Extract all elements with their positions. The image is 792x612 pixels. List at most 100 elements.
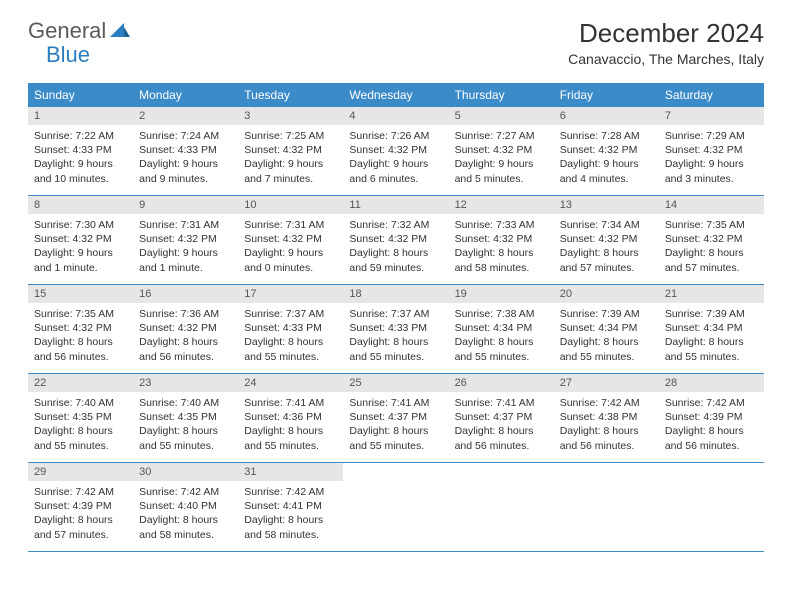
day-content: Sunrise: 7:35 AMSunset: 4:32 PMDaylight:… <box>659 214 764 281</box>
day-header-tuesday: Tuesday <box>238 83 343 107</box>
day-number: 31 <box>238 463 343 481</box>
daylight-text: Daylight: 8 hours and 55 minutes. <box>244 424 337 452</box>
sunset-text: Sunset: 4:32 PM <box>665 143 758 157</box>
logo-text-general: General <box>28 18 106 44</box>
daylight-text: Daylight: 9 hours and 0 minutes. <box>244 246 337 274</box>
day-cell: 14Sunrise: 7:35 AMSunset: 4:32 PMDayligh… <box>659 196 764 284</box>
day-cell <box>554 463 659 551</box>
day-content: Sunrise: 7:40 AMSunset: 4:35 PMDaylight:… <box>133 392 238 459</box>
daylight-text: Daylight: 9 hours and 7 minutes. <box>244 157 337 185</box>
day-number: 23 <box>133 374 238 392</box>
day-number: 6 <box>554 107 659 125</box>
day-cell: 19Sunrise: 7:38 AMSunset: 4:34 PMDayligh… <box>449 285 554 373</box>
daylight-text: Daylight: 8 hours and 56 minutes. <box>139 335 232 363</box>
sunset-text: Sunset: 4:38 PM <box>560 410 653 424</box>
day-cell: 28Sunrise: 7:42 AMSunset: 4:39 PMDayligh… <box>659 374 764 462</box>
day-cell: 27Sunrise: 7:42 AMSunset: 4:38 PMDayligh… <box>554 374 659 462</box>
page-header: General Blue December 2024 Canavaccio, T… <box>0 0 792 75</box>
day-header-monday: Monday <box>133 83 238 107</box>
week-row: 29Sunrise: 7:42 AMSunset: 4:39 PMDayligh… <box>28 463 764 552</box>
day-content: Sunrise: 7:41 AMSunset: 4:36 PMDaylight:… <box>238 392 343 459</box>
day-content: Sunrise: 7:41 AMSunset: 4:37 PMDaylight:… <box>449 392 554 459</box>
sunset-text: Sunset: 4:39 PM <box>34 499 127 513</box>
daylight-text: Daylight: 8 hours and 55 minutes. <box>139 424 232 452</box>
day-content: Sunrise: 7:42 AMSunset: 4:41 PMDaylight:… <box>238 481 343 548</box>
day-number: 18 <box>343 285 448 303</box>
day-number: 24 <box>238 374 343 392</box>
title-block: December 2024 Canavaccio, The Marches, I… <box>568 18 764 67</box>
day-header-sunday: Sunday <box>28 83 133 107</box>
sunrise-text: Sunrise: 7:40 AM <box>34 396 127 410</box>
sunrise-text: Sunrise: 7:40 AM <box>139 396 232 410</box>
week-row: 8Sunrise: 7:30 AMSunset: 4:32 PMDaylight… <box>28 196 764 285</box>
day-content: Sunrise: 7:42 AMSunset: 4:39 PMDaylight:… <box>28 481 133 548</box>
sunset-text: Sunset: 4:33 PM <box>349 321 442 335</box>
sunset-text: Sunset: 4:37 PM <box>455 410 548 424</box>
day-cell: 4Sunrise: 7:26 AMSunset: 4:32 PMDaylight… <box>343 107 448 195</box>
day-number: 3 <box>238 107 343 125</box>
sunrise-text: Sunrise: 7:26 AM <box>349 129 442 143</box>
day-number: 4 <box>343 107 448 125</box>
day-content: Sunrise: 7:39 AMSunset: 4:34 PMDaylight:… <box>554 303 659 370</box>
day-number: 13 <box>554 196 659 214</box>
sunrise-text: Sunrise: 7:42 AM <box>665 396 758 410</box>
sunset-text: Sunset: 4:32 PM <box>560 143 653 157</box>
day-number: 8 <box>28 196 133 214</box>
sunrise-text: Sunrise: 7:35 AM <box>665 218 758 232</box>
day-number: 5 <box>449 107 554 125</box>
day-number: 1 <box>28 107 133 125</box>
sunrise-text: Sunrise: 7:33 AM <box>455 218 548 232</box>
day-number: 7 <box>659 107 764 125</box>
day-cell: 18Sunrise: 7:37 AMSunset: 4:33 PMDayligh… <box>343 285 448 373</box>
day-content: Sunrise: 7:39 AMSunset: 4:34 PMDaylight:… <box>659 303 764 370</box>
sunrise-text: Sunrise: 7:42 AM <box>244 485 337 499</box>
day-number: 15 <box>28 285 133 303</box>
logo-text-blue: Blue <box>46 42 90 67</box>
day-cell: 30Sunrise: 7:42 AMSunset: 4:40 PMDayligh… <box>133 463 238 551</box>
daylight-text: Daylight: 8 hours and 56 minutes. <box>455 424 548 452</box>
sunset-text: Sunset: 4:32 PM <box>244 232 337 246</box>
day-number: 9 <box>133 196 238 214</box>
logo: General Blue <box>28 18 130 44</box>
sunrise-text: Sunrise: 7:41 AM <box>455 396 548 410</box>
sunrise-text: Sunrise: 7:39 AM <box>665 307 758 321</box>
sunset-text: Sunset: 4:35 PM <box>34 410 127 424</box>
sunrise-text: Sunrise: 7:30 AM <box>34 218 127 232</box>
sunset-text: Sunset: 4:37 PM <box>349 410 442 424</box>
day-content: Sunrise: 7:29 AMSunset: 4:32 PMDaylight:… <box>659 125 764 192</box>
day-cell: 23Sunrise: 7:40 AMSunset: 4:35 PMDayligh… <box>133 374 238 462</box>
sunset-text: Sunset: 4:33 PM <box>244 321 337 335</box>
sunrise-text: Sunrise: 7:36 AM <box>139 307 232 321</box>
daylight-text: Daylight: 8 hours and 58 minutes. <box>244 513 337 541</box>
day-number: 20 <box>554 285 659 303</box>
day-content: Sunrise: 7:34 AMSunset: 4:32 PMDaylight:… <box>554 214 659 281</box>
sunrise-text: Sunrise: 7:25 AM <box>244 129 337 143</box>
day-content: Sunrise: 7:30 AMSunset: 4:32 PMDaylight:… <box>28 214 133 281</box>
day-content: Sunrise: 7:42 AMSunset: 4:38 PMDaylight:… <box>554 392 659 459</box>
day-content: Sunrise: 7:26 AMSunset: 4:32 PMDaylight:… <box>343 125 448 192</box>
day-number: 26 <box>449 374 554 392</box>
day-number: 25 <box>343 374 448 392</box>
daylight-text: Daylight: 8 hours and 58 minutes. <box>455 246 548 274</box>
daylight-text: Daylight: 9 hours and 10 minutes. <box>34 157 127 185</box>
sunset-text: Sunset: 4:41 PM <box>244 499 337 513</box>
sunrise-text: Sunrise: 7:39 AM <box>560 307 653 321</box>
day-content: Sunrise: 7:31 AMSunset: 4:32 PMDaylight:… <box>133 214 238 281</box>
week-row: 15Sunrise: 7:35 AMSunset: 4:32 PMDayligh… <box>28 285 764 374</box>
sunset-text: Sunset: 4:32 PM <box>349 143 442 157</box>
daylight-text: Daylight: 8 hours and 55 minutes. <box>349 335 442 363</box>
day-cell: 10Sunrise: 7:31 AMSunset: 4:32 PMDayligh… <box>238 196 343 284</box>
sunrise-text: Sunrise: 7:42 AM <box>560 396 653 410</box>
day-cell: 9Sunrise: 7:31 AMSunset: 4:32 PMDaylight… <box>133 196 238 284</box>
sunrise-text: Sunrise: 7:38 AM <box>455 307 548 321</box>
day-number: 16 <box>133 285 238 303</box>
daylight-text: Daylight: 8 hours and 55 minutes. <box>244 335 337 363</box>
day-cell: 31Sunrise: 7:42 AMSunset: 4:41 PMDayligh… <box>238 463 343 551</box>
day-content: Sunrise: 7:42 AMSunset: 4:40 PMDaylight:… <box>133 481 238 548</box>
day-cell: 6Sunrise: 7:28 AMSunset: 4:32 PMDaylight… <box>554 107 659 195</box>
day-header-wednesday: Wednesday <box>343 83 448 107</box>
day-cell: 16 Sunrise: 7:36 AMSunset: 4:32 PMDayligh… <box>133 285 238 373</box>
sunrise-text: Sunrise: 7:24 AM <box>139 129 232 143</box>
day-cell: 8Sunrise: 7:30 AMSunset: 4:32 PMDaylight… <box>28 196 133 284</box>
sunset-text: Sunset: 4:32 PM <box>139 321 232 335</box>
